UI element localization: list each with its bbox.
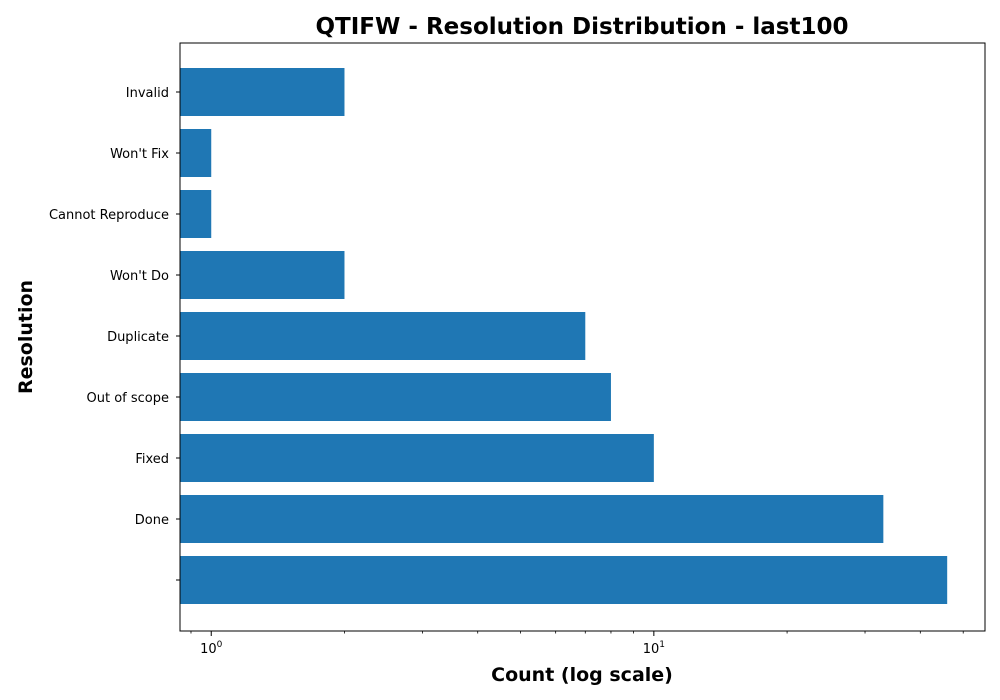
bar-4: [180, 312, 586, 360]
y-tick-label: Invalid: [126, 86, 169, 101]
bar-5: [180, 251, 345, 299]
plot-frame: [179, 42, 986, 632]
y-tick-label: Won't Fix: [110, 147, 169, 162]
bar-8: [180, 68, 345, 116]
chart-title: QTIFW - Resolution Distribution - last10…: [316, 14, 849, 40]
bar-0: [180, 556, 948, 604]
y-tick-label: Done: [135, 513, 169, 528]
y-tick-label: Fixed: [135, 452, 169, 467]
bar-1: [180, 495, 884, 543]
y-tick-label: Won't Do: [110, 269, 169, 284]
x-axis-ticks: 100 101: [190, 631, 964, 657]
y-axis-label: Resolution: [15, 280, 37, 394]
x-tick-base: 10: [643, 642, 660, 657]
y-tick-label: Out of scope: [87, 391, 170, 406]
bar-7: [180, 129, 212, 177]
x-axis-label: Count (log scale): [491, 664, 673, 686]
y-tick-label: Duplicate: [107, 330, 169, 345]
x-tick-exponent: 0: [217, 640, 223, 650]
x-tick-base: 10: [200, 642, 217, 657]
bar-2: [180, 434, 654, 482]
bar-3: [180, 373, 611, 421]
bar-6: [180, 190, 212, 238]
y-tick-label: Cannot Reproduce: [49, 208, 169, 223]
x-tick-exponent: 1: [659, 640, 665, 650]
x-tick-label: 101: [643, 640, 665, 657]
bars-group: [180, 68, 948, 604]
y-axis-ticks: Done Fixed Out of scope Duplicate Won't Do Ca…: [49, 86, 180, 581]
x-tick-label: 100: [200, 640, 223, 657]
